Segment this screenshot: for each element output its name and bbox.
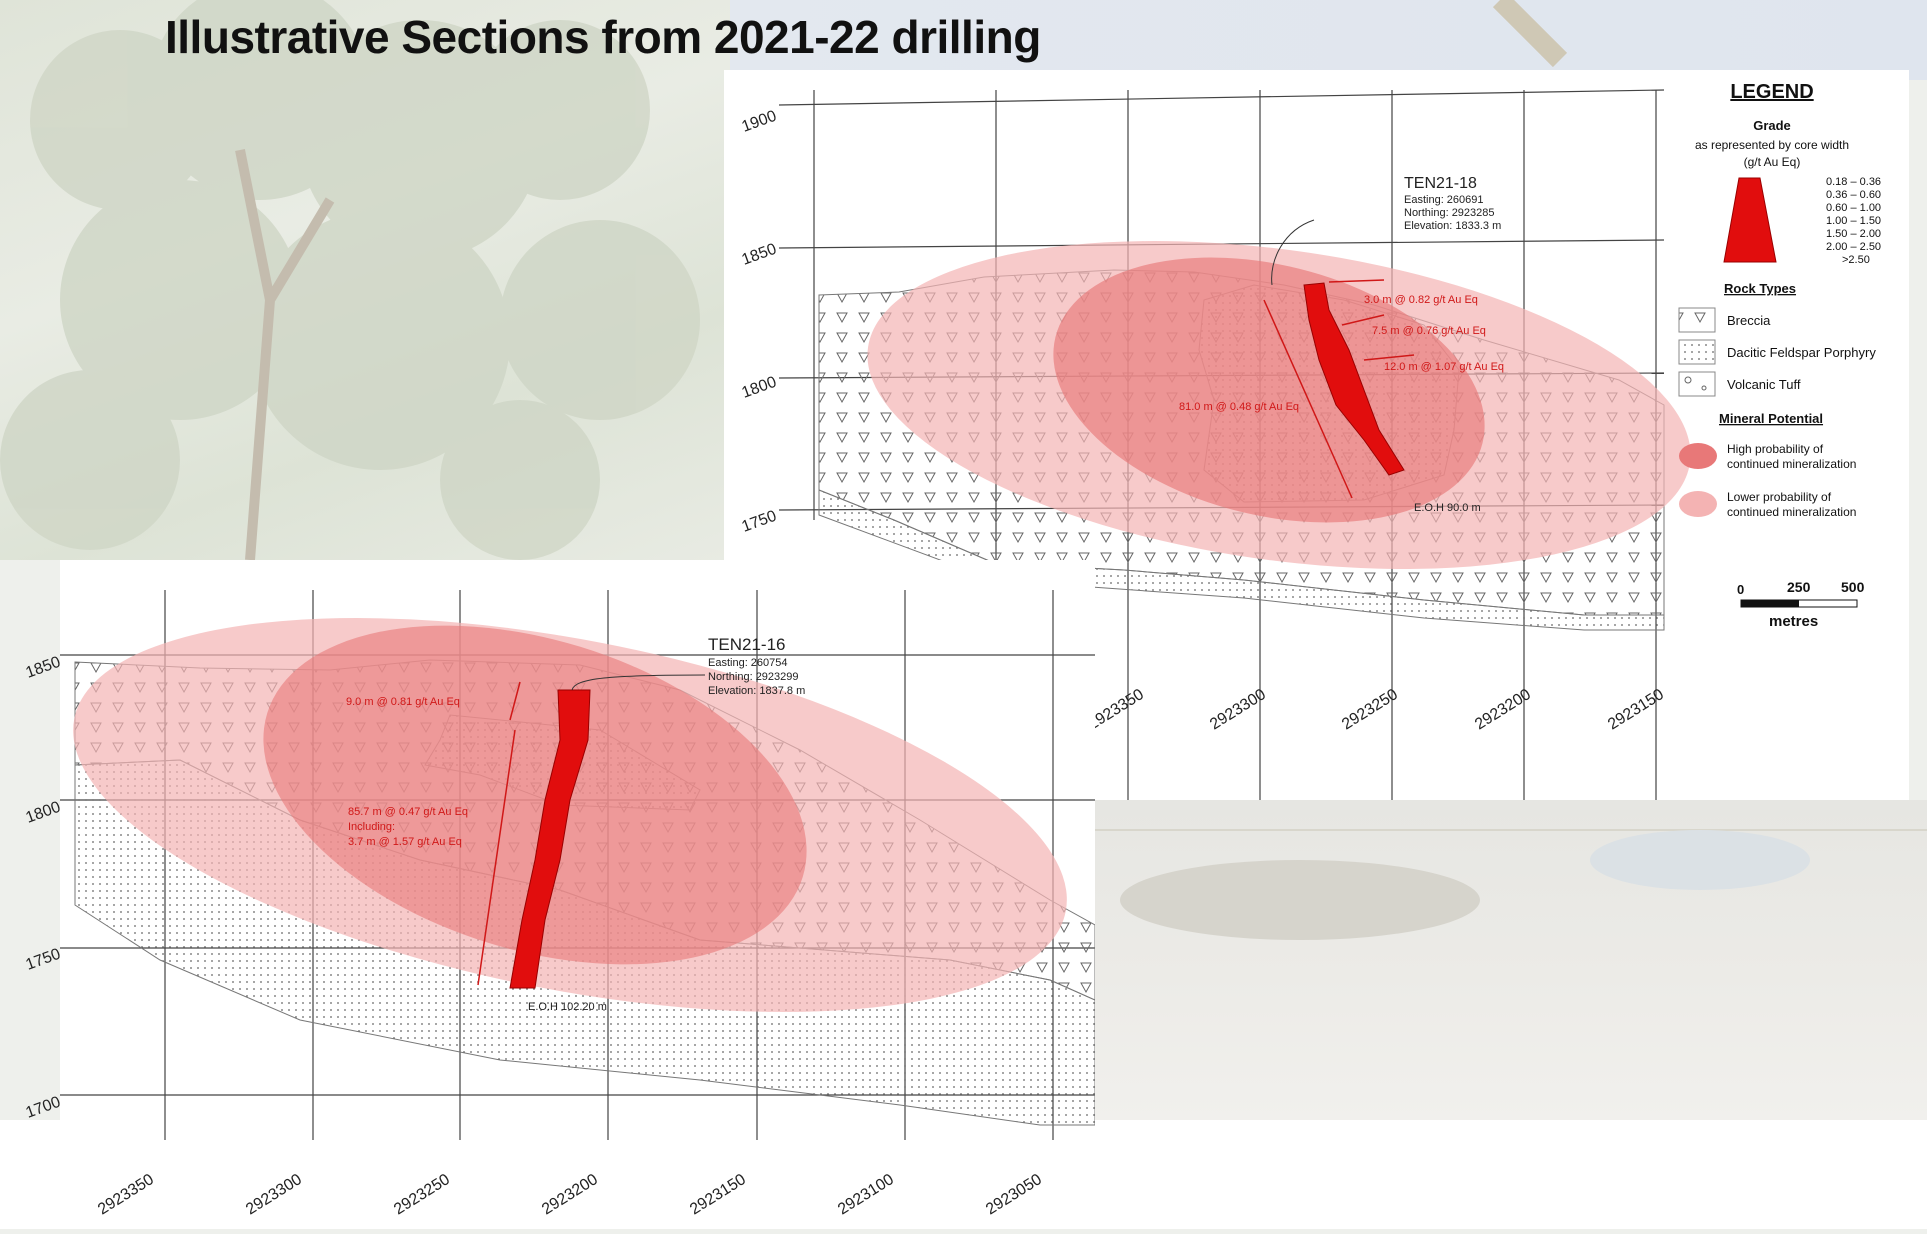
x-tick-label: 2923350 [95, 1171, 157, 1218]
scale-unit: metres [1769, 613, 1818, 630]
section-ten21-16-panel: TEN21-16 Easting: 260754 Northing: 29232… [0, 560, 1096, 1229]
y-tick-label: 1850 [24, 654, 63, 682]
hole-name-label: TEN21-16 [708, 635, 785, 654]
high-potential-zone [263, 625, 807, 965]
y-tick-label: 1900 [740, 108, 779, 136]
section-ten21-18-diagram: TEN21-18 Easting: 260691 Northing: 29232… [740, 81, 1881, 800]
collar-leader [1271, 219, 1315, 286]
intercept-label: 12.0 m @ 1.07 g/t Au Eq [1384, 361, 1504, 373]
intercept-label: 81.0 m @ 0.48 g/t Au Eq [1179, 401, 1299, 413]
x-tick-label: 2923150 [687, 1171, 749, 1218]
breccia-swatch [1678, 307, 1716, 333]
legend: LEGEND Grade as represented by core widt… [1678, 81, 1881, 630]
scale-label: 0 [1737, 582, 1744, 597]
grade-range: 1.00 – 1.50 [1826, 215, 1881, 227]
section-ten21-18-panel: TEN21-18 Easting: 260691 Northing: 29232… [724, 70, 1909, 800]
section-ten21-16-diagram: TEN21-16 Easting: 260754 Northing: 29232… [24, 560, 1096, 1218]
porphyry-swatch [1678, 339, 1716, 365]
x-tick-label: 2923150 [1605, 686, 1667, 733]
mineral-high-label: continued mineralization [1727, 457, 1856, 471]
mineral-high-label: High probability of [1727, 442, 1824, 456]
eoh-label: E.O.H 102.20 m [528, 1001, 607, 1013]
grade-core-width-icon [1723, 177, 1777, 263]
rock-types-title: Rock Types [1724, 281, 1796, 296]
mineral-low-label: Lower probability of [1727, 490, 1832, 504]
rock-type-label: Breccia [1727, 313, 1771, 328]
hole-northing-label: Northing: 2923299 [708, 671, 799, 683]
x-tick-label: 2923300 [243, 1171, 305, 1218]
rock-type-label: Volcanic Tuff [1727, 377, 1801, 392]
low-potential-swatch [1679, 491, 1717, 517]
hole-easting-label: Easting: 260754 [708, 657, 788, 669]
background-sky [730, 0, 1927, 80]
hole-easting-label: Easting: 260691 [1404, 194, 1484, 206]
collar-leader [571, 674, 706, 691]
grade-range: 0.18 – 0.36 [1826, 176, 1881, 188]
legend-grade-title: Grade [1753, 118, 1791, 133]
x-tick-label: 2923100 [835, 1171, 897, 1218]
grade-range: 1.50 – 2.00 [1826, 228, 1881, 240]
y-tick-label: 1700 [24, 1094, 63, 1122]
y-tick-label: 1850 [740, 241, 779, 269]
intercept-label: 7.5 m @ 0.76 g/t Au Eq [1372, 325, 1486, 337]
y-tick-label: 1750 [740, 508, 779, 536]
intercept-brackets [477, 681, 521, 986]
scale-label: 250 [1787, 579, 1811, 595]
drillhole-ten21-16 [509, 689, 591, 989]
grade-range: >2.50 [1842, 254, 1870, 266]
mineral-potential-title: Mineral Potential [1719, 411, 1823, 426]
y-tick-label: 1800 [24, 799, 63, 827]
x-tick-label: 2923200 [539, 1171, 601, 1218]
x-tick-label: 2923250 [391, 1171, 453, 1218]
page-title: Illustrative Sections from 2021-22 drill… [165, 11, 1041, 63]
y-tick-label: 1800 [740, 374, 779, 402]
grade-range: 2.00 – 2.50 [1826, 241, 1881, 253]
eoh-label: E.O.H 90.0 m [1414, 502, 1481, 514]
legend-grade-unit: (g/t Au Eq) [1744, 155, 1801, 169]
intercept-label: 3.0 m @ 0.82 g/t Au Eq [1364, 294, 1478, 306]
grade-range: 0.60 – 1.00 [1826, 202, 1881, 214]
scale-label: 500 [1841, 579, 1865, 595]
intercept-label: 85.7 m @ 0.47 g/t Au Eq [348, 806, 468, 818]
background-bottom [0, 1120, 1927, 1229]
tuff-swatch [1678, 371, 1716, 397]
mineral-low-label: continued mineralization [1727, 505, 1856, 519]
x-tick-label: 2923200 [1472, 686, 1534, 733]
legend-grade-subtitle: as represented by core width [1695, 138, 1849, 152]
hole-name-label: TEN21-18 [1404, 175, 1477, 192]
rock-type-label: Dacitic Feldspar Porphyry [1727, 345, 1876, 360]
intercept-label: 9.0 m @ 0.81 g/t Au Eq [346, 696, 460, 708]
y-tick-label: 1750 [24, 946, 63, 974]
intercept-label: Including: [348, 821, 395, 833]
hole-elevation-label: Elevation: 1837.8 m [708, 685, 805, 697]
grade-range: 0.36 – 0.60 [1826, 189, 1881, 201]
intercept-label: 3.7 m @ 1.57 g/t Au Eq [348, 836, 462, 848]
legend-title: LEGEND [1730, 81, 1813, 103]
x-tick-label: 2923050 [983, 1171, 1045, 1218]
drillhole-ten21-18 [1303, 282, 1405, 476]
hole-northing-label: Northing: 2923285 [1404, 207, 1495, 219]
hole-elevation-label: Elevation: 1833.3 m [1404, 220, 1501, 232]
high-potential-swatch [1679, 443, 1717, 469]
intercept-brackets [1263, 279, 1415, 499]
